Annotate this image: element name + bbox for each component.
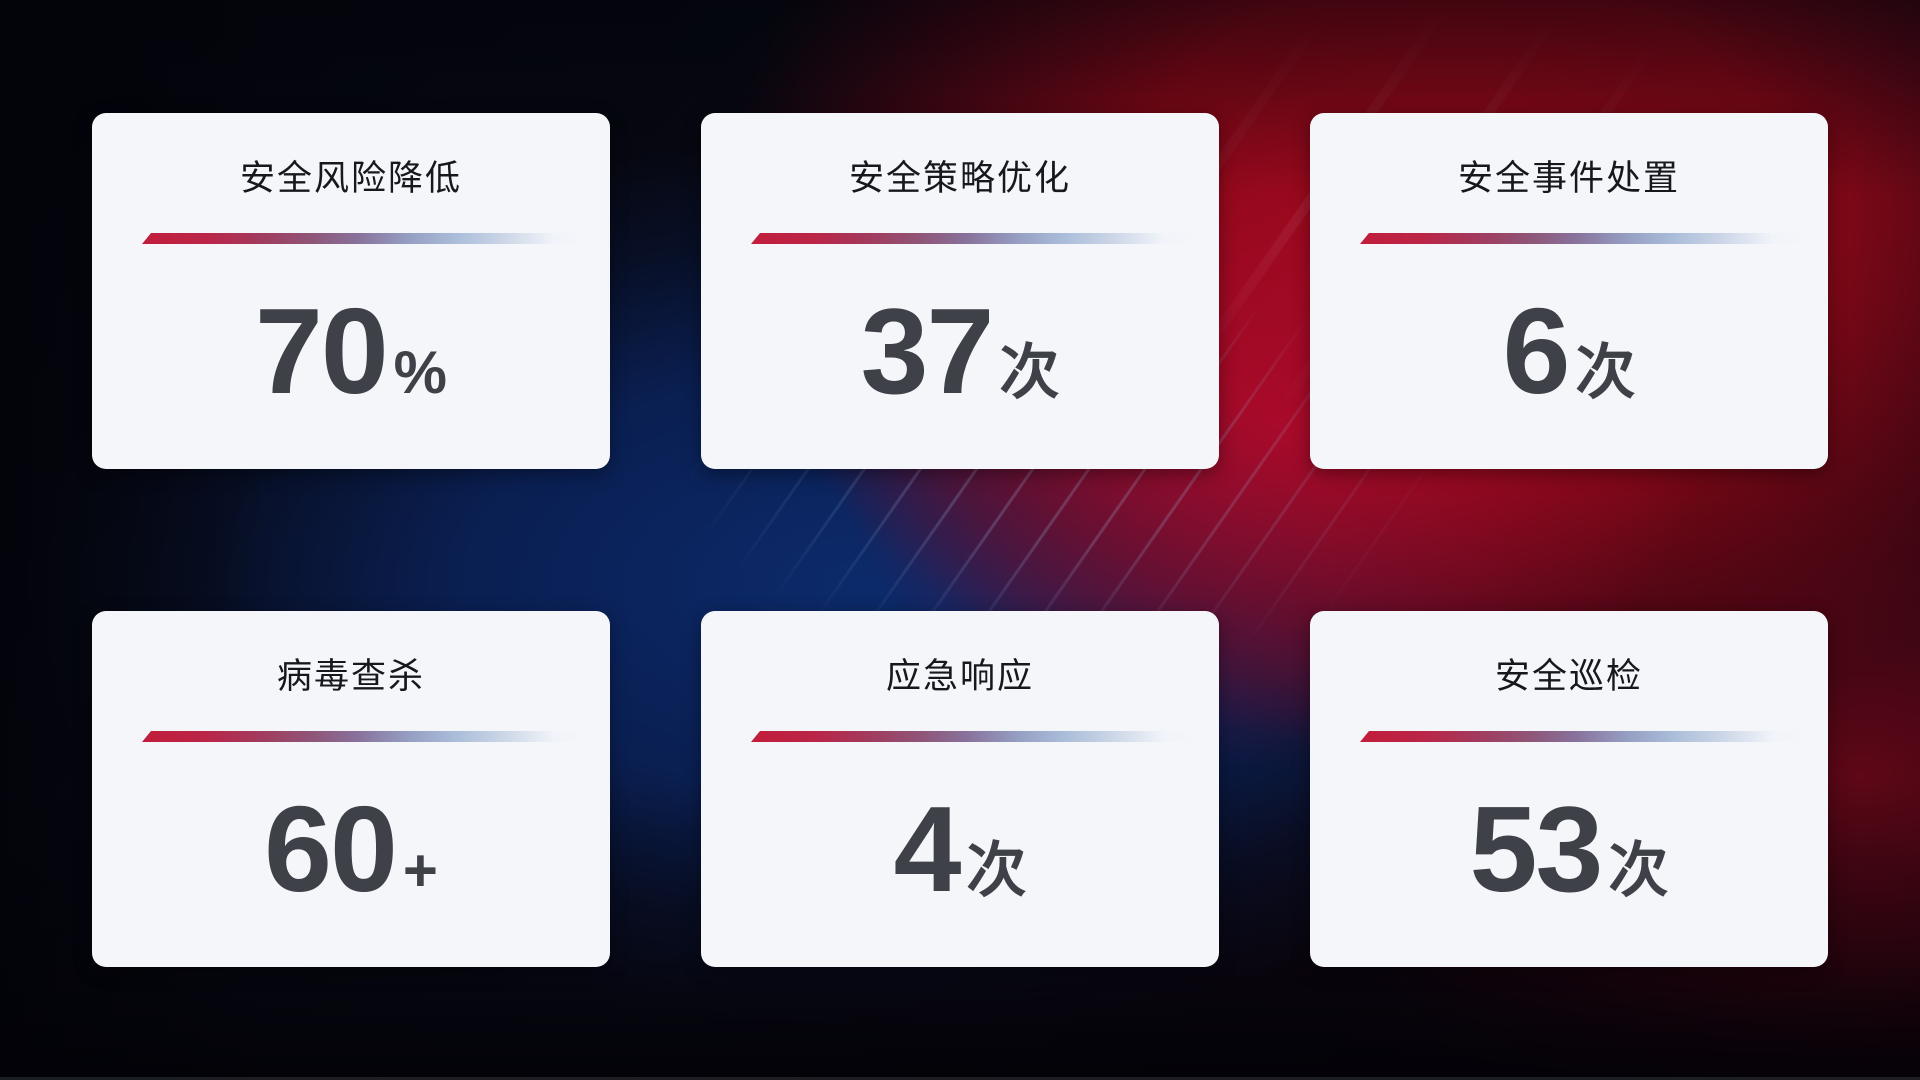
stat-card-emergency-response: 应急响应 4 次 <box>701 611 1219 967</box>
card-title: 安全风险降低 <box>239 159 462 198</box>
bottom-edge-strip <box>0 1077 1920 1080</box>
card-metric: 37 次 <box>701 290 1219 412</box>
stat-card-virus-scan: 病毒查杀 60 + <box>92 611 610 967</box>
metric-value: 70 <box>254 283 389 419</box>
card-metric: 6 次 <box>1310 290 1828 412</box>
card-title: 病毒查杀 <box>276 657 425 696</box>
metric-value: 4 <box>893 781 962 917</box>
metric-unit: 次 <box>999 339 1060 406</box>
card-divider <box>142 731 590 742</box>
card-title: 应急响应 <box>885 657 1034 696</box>
metric-value: 60 <box>264 781 398 917</box>
card-title: 安全巡检 <box>1494 657 1643 696</box>
card-divider <box>751 233 1199 244</box>
card-divider <box>751 731 1199 742</box>
metric-unit: 次 <box>966 837 1027 904</box>
metric-unit: + <box>402 837 438 904</box>
card-metric: 4 次 <box>701 788 1219 910</box>
card-title: 安全事件处置 <box>1457 159 1680 198</box>
stat-card-risk-reduction: 安全风险降低 70 % <box>92 113 610 469</box>
metric-value: 53 <box>1469 781 1604 917</box>
metric-value: 6 <box>1502 283 1571 419</box>
card-divider <box>1360 731 1808 742</box>
stat-card-policy-optimization: 安全策略优化 37 次 <box>701 113 1219 469</box>
metric-value: 37 <box>860 283 995 419</box>
card-divider <box>1360 233 1808 244</box>
card-metric: 70 % <box>92 290 610 412</box>
card-title: 安全策略优化 <box>848 159 1071 198</box>
metric-unit: 次 <box>1608 837 1669 904</box>
stat-card-security-inspection: 安全巡检 53 次 <box>1310 611 1828 967</box>
card-divider <box>142 233 590 244</box>
card-metric: 60 + <box>92 788 610 910</box>
metric-unit: % <box>393 339 448 406</box>
card-metric: 53 次 <box>1310 788 1828 910</box>
stat-card-incident-handling: 安全事件处置 6 次 <box>1310 113 1828 469</box>
metric-unit: 次 <box>1575 339 1636 406</box>
